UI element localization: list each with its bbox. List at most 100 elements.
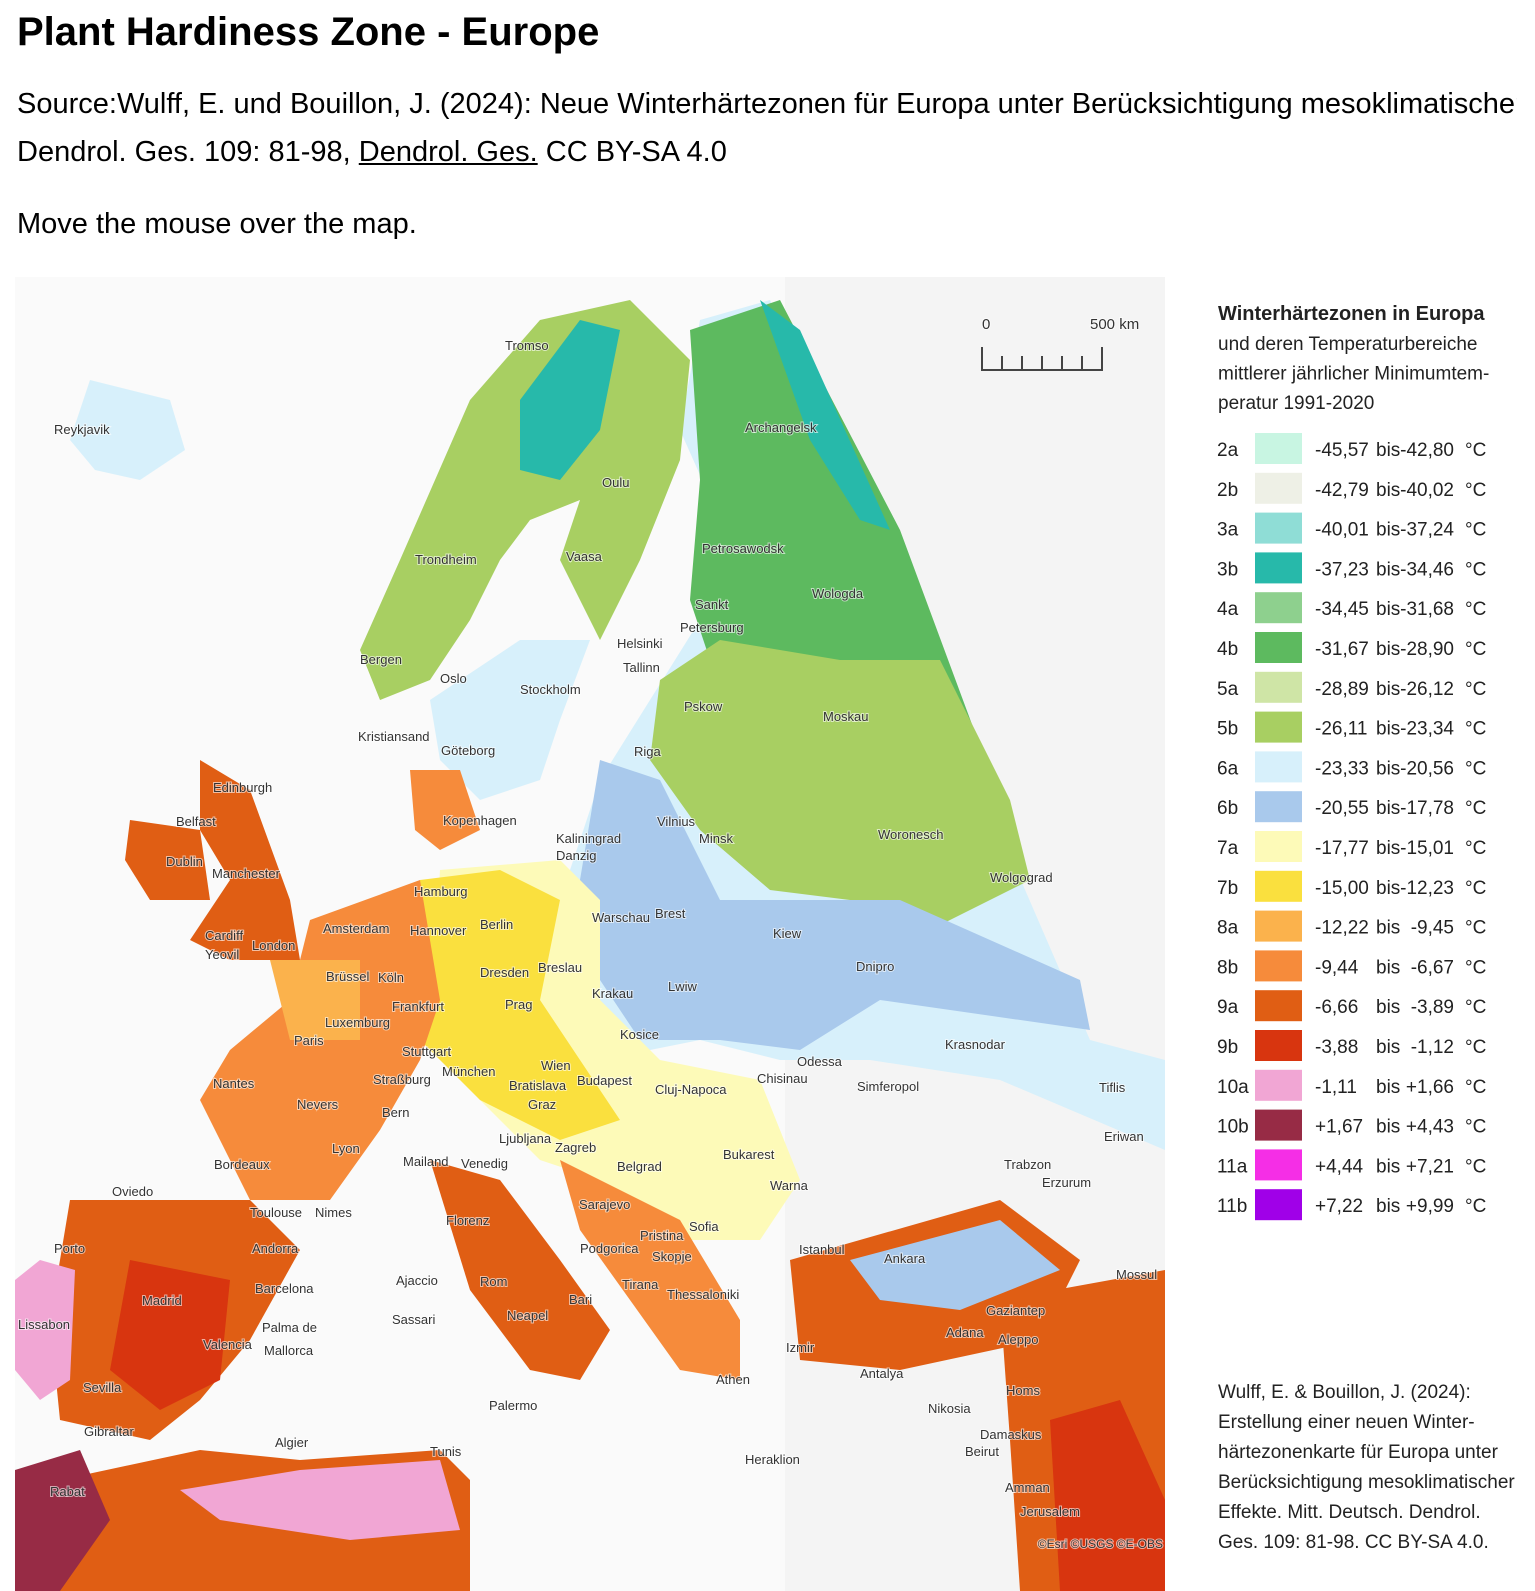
legend-subtitle: und deren Temperaturbereiche [1218, 334, 1478, 355]
legend-min: -26,11 [1315, 719, 1367, 740]
city-label: Chisinau [757, 1071, 808, 1086]
city-label: Nimes [315, 1205, 352, 1220]
legend-min: -34,45 [1315, 599, 1369, 620]
city-label: Andorra [252, 1241, 299, 1256]
city-label: Istanbul [799, 1242, 845, 1257]
legend-zone: 10a [1217, 1077, 1249, 1098]
city-label: Sarajevo [579, 1197, 630, 1212]
city-label: Jerusalem [1020, 1504, 1080, 1519]
city-label: Tallinn [623, 660, 660, 675]
zone-region [430, 640, 590, 800]
city-label: Gibraltar [84, 1424, 135, 1439]
legend-separator: bis [1376, 838, 1400, 859]
legend-zone: 4b [1217, 639, 1238, 660]
legend-swatch [1255, 1030, 1302, 1061]
legend-min: -31,67 [1315, 639, 1369, 660]
legend-min: +7,22 [1315, 1196, 1363, 1217]
legend-separator: bis [1376, 639, 1400, 660]
legend-unit: °C [1465, 559, 1486, 580]
copyright: ©Esri ©USGS ©E-OBS [1038, 1537, 1163, 1551]
zone-region [270, 960, 360, 1040]
source-link[interactable]: Dendrol. Ges. [358, 136, 538, 168]
legend-zone: 3b [1217, 559, 1238, 580]
legend-separator: bis [1376, 997, 1400, 1018]
city-label: Gaziantep [986, 1303, 1045, 1318]
city-label: Bratislava [509, 1078, 567, 1093]
legend-max: -12,23 [1400, 878, 1454, 899]
legend-max: -37,24 [1400, 520, 1454, 541]
city-label: Podgorica [580, 1241, 639, 1256]
city-label: Erzurum [1042, 1175, 1091, 1190]
legend-zone: 8a [1217, 918, 1239, 939]
legend-max: -6,67 [1411, 957, 1454, 978]
city-label: Amsterdam [323, 921, 389, 936]
legend-max: +9,99 [1406, 1196, 1454, 1217]
city-label: London [252, 938, 295, 953]
legend-unit: °C [1465, 957, 1486, 978]
legend-swatch [1255, 592, 1302, 624]
legend-zone: 11b [1217, 1196, 1247, 1217]
city-label: Dublin [166, 854, 203, 869]
zone-region [850, 1220, 1060, 1310]
city-label: Palma de [262, 1320, 317, 1335]
city-label: Palermo [489, 1398, 537, 1413]
city-label: Zagreb [555, 1140, 596, 1155]
city-label: Brüssel [326, 969, 369, 984]
legend-zone: 10b [1217, 1117, 1249, 1138]
legend-unit: °C [1465, 798, 1486, 819]
legend-max: -17,78 [1400, 798, 1454, 819]
city-label: Sevilla [83, 1380, 122, 1395]
city-label: Lissabon [18, 1317, 70, 1332]
city-label: Ljubljana [499, 1131, 552, 1146]
legend-subtitle: mittlerer jährlicher Minimumtem- [1218, 364, 1489, 385]
city-label: Odessa [797, 1054, 843, 1069]
city-label: Nevers [297, 1097, 339, 1112]
legend-max: -42,80 [1400, 440, 1454, 461]
city-label: Bukarest [723, 1147, 775, 1162]
city-label: Prag [505, 997, 532, 1012]
city-label: Wolgograd [990, 870, 1053, 885]
city-label: Kiew [773, 926, 802, 941]
city-label: Madrid [142, 1293, 182, 1308]
city-label: Dnipro [856, 959, 894, 974]
city-label: Toulouse [250, 1205, 302, 1220]
city-label: Warna [770, 1178, 809, 1193]
legend-unit: °C [1465, 1077, 1486, 1098]
zone-region [410, 770, 480, 850]
city-label: Sassari [392, 1312, 435, 1327]
legend-separator: bis [1376, 957, 1400, 978]
city-label: Köln [378, 970, 404, 985]
legend-min: -23,33 [1315, 758, 1369, 779]
city-label: Warschau [592, 910, 650, 925]
legend-unit: °C [1465, 520, 1486, 541]
legend-min: -1,11 [1315, 1077, 1357, 1098]
zone-region [650, 640, 1030, 930]
map-image[interactable]: Tromso Reykjavik Archangelsk Oulu Petrosawod… [15, 277, 1165, 1591]
city-label: Wien [541, 1058, 571, 1073]
credit-line: Ges. 109: 81-98. CC BY-SA 4.0. [1218, 1532, 1489, 1553]
zone-region [580, 760, 1090, 1050]
legend-max: -1,12 [1411, 1037, 1454, 1058]
legend-min: -3,88 [1315, 1037, 1358, 1058]
legend-separator: bis [1376, 440, 1400, 461]
instruction: Move the mouse over the map. [17, 208, 417, 240]
legend-separator: bis [1376, 1117, 1400, 1138]
city-label: Minsk [699, 831, 733, 846]
legend-min: -9,44 [1315, 957, 1359, 978]
legend-zone: 11a [1217, 1156, 1248, 1177]
legend-swatch [1255, 512, 1302, 544]
legend-max: -15,01 [1400, 838, 1454, 859]
source-line: Source:Wulff, E. und Bouillon, J. (2024)… [17, 88, 1517, 120]
legend-min: +4,44 [1315, 1156, 1364, 1177]
city-label: Izmir [786, 1340, 815, 1355]
legend-swatch [1255, 1189, 1302, 1221]
legend-zone: 4a [1217, 599, 1239, 620]
city-label: Brest [655, 906, 686, 921]
city-label: München [442, 1064, 495, 1079]
legend-unit: °C [1465, 719, 1486, 740]
city-label: Oviedo [112, 1184, 153, 1199]
city-label: Reykjavik [54, 422, 110, 437]
legend-max: -3,89 [1411, 997, 1454, 1018]
city-label: Edinburgh [213, 780, 272, 795]
